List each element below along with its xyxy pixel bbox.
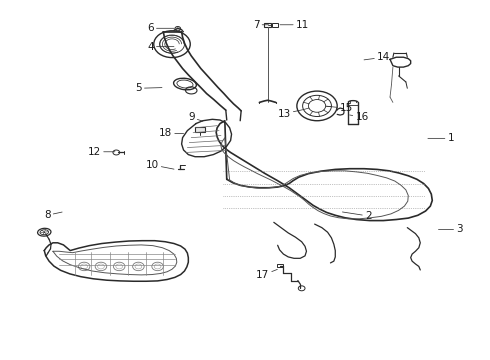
Text: 14: 14: [364, 52, 391, 62]
Text: 8: 8: [44, 210, 62, 220]
Text: 6: 6: [147, 23, 174, 33]
Text: 17: 17: [256, 269, 277, 280]
Text: 18: 18: [159, 129, 184, 139]
Text: 7: 7: [253, 20, 269, 30]
FancyBboxPatch shape: [195, 127, 205, 132]
Text: 11: 11: [280, 20, 309, 30]
Text: 16: 16: [349, 112, 368, 122]
Text: 5: 5: [135, 83, 162, 93]
Text: 1: 1: [428, 133, 454, 143]
Text: 9: 9: [188, 112, 203, 122]
Text: 12: 12: [88, 147, 115, 157]
Text: 3: 3: [439, 224, 463, 234]
Circle shape: [175, 27, 181, 31]
Text: 13: 13: [277, 109, 303, 119]
Text: 2: 2: [343, 211, 372, 221]
Text: 10: 10: [146, 160, 174, 170]
Text: 4: 4: [147, 42, 174, 51]
Text: 15: 15: [326, 103, 353, 113]
